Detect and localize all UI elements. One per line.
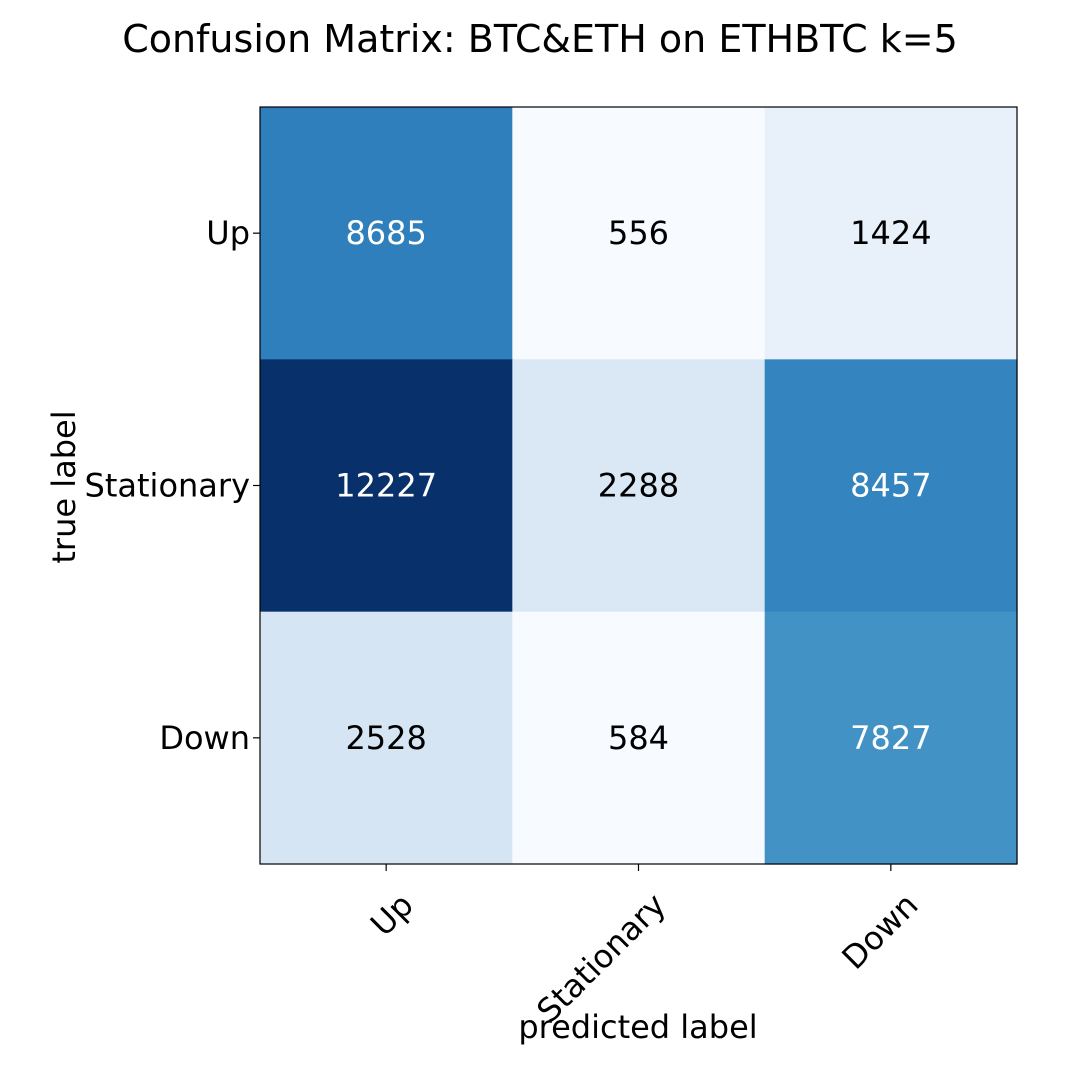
y-axis-ticks: Up Stationary Down	[85, 214, 260, 757]
chart-title: Confusion Matrix: BTC&ETH on ETHBTC k=5	[122, 17, 958, 61]
cell-value-label: 1424	[850, 214, 931, 252]
x-tick-label: Down	[834, 886, 925, 977]
cell-value-label: 584	[608, 719, 669, 757]
y-tick-label: Up	[206, 214, 250, 252]
cell-value-label: 8685	[345, 214, 426, 252]
heatmap-cell	[260, 611, 513, 865]
x-axis-ticks: Up Stationary Down	[363, 864, 925, 1030]
y-tick-label: Down	[159, 719, 250, 757]
cell-value-label: 2288	[598, 467, 679, 505]
cell-value-label: 8457	[850, 467, 931, 505]
y-axis-label: true label	[45, 410, 83, 563]
heatmap-cell	[512, 107, 766, 360]
heatmap-cell	[512, 359, 766, 613]
heatmap-cells	[260, 107, 1018, 865]
heatmap-cell	[764, 107, 1018, 360]
heatmap-cell	[764, 359, 1018, 613]
heatmap-cell	[764, 611, 1018, 865]
x-axis-label: predicted label	[518, 1008, 757, 1046]
x-tick-label: Up	[363, 886, 421, 944]
heatmap-cell	[260, 359, 513, 613]
y-tick-label: Stationary	[85, 467, 250, 505]
cell-value-labels: 8685 556 1424 12227 2288 8457 2528 584 7827	[335, 214, 931, 757]
heatmap-cell	[260, 107, 513, 360]
cell-value-label: 12227	[335, 467, 437, 505]
cell-value-label: 556	[608, 214, 669, 252]
cell-value-label: 7827	[850, 719, 931, 757]
heatmap-cell	[512, 611, 766, 865]
cell-value-label: 2528	[345, 719, 426, 757]
